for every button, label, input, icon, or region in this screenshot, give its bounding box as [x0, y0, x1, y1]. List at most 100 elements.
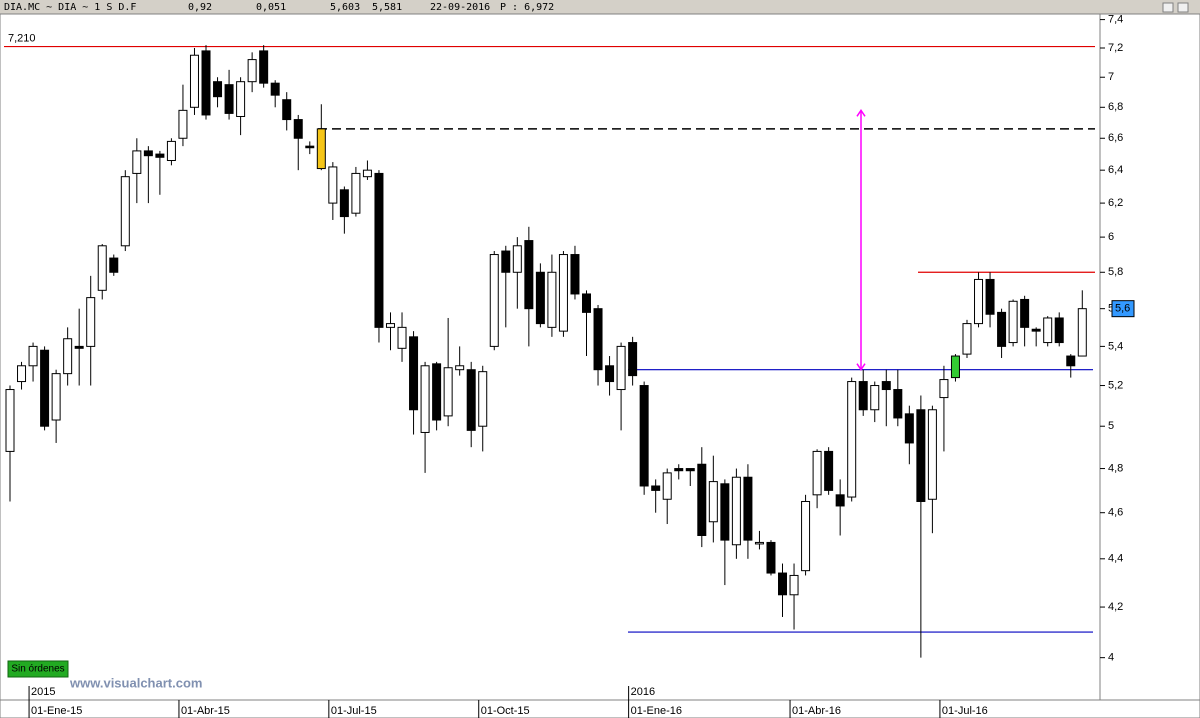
candle-body [109, 257, 119, 273]
y-tick-label: 6,8 [1108, 101, 1123, 113]
candle-body [259, 50, 269, 84]
candle-body [582, 293, 591, 313]
candle-body [178, 109, 188, 139]
y-tick-label: 4,8 [1108, 462, 1123, 474]
candle-body [916, 409, 926, 502]
candle-body [213, 81, 223, 98]
candle-body [835, 494, 845, 507]
candle-body [339, 189, 349, 218]
candle-body [939, 379, 949, 399]
y-tick-label: 4,2 [1108, 601, 1123, 613]
candle-body [466, 369, 476, 431]
header-field: 22-09-2016 [430, 2, 490, 13]
candle-body [535, 271, 545, 325]
candle-body [40, 349, 50, 427]
candle-body [1020, 298, 1030, 328]
last-price-label: 5,6 [1115, 303, 1130, 315]
candle-body [501, 250, 511, 273]
watermark: www.visualchart.com [69, 675, 202, 690]
header-field: 0,92 [188, 2, 212, 13]
candle-body [5, 389, 15, 452]
header-bar [0, 0, 1200, 14]
y-tick-label: 4,4 [1108, 553, 1123, 565]
y-tick-label: 5,2 [1108, 379, 1123, 391]
candle-body [766, 541, 776, 574]
candle-body [432, 363, 442, 421]
candle-body [547, 271, 557, 328]
candle-body [86, 297, 96, 347]
candle-body [870, 385, 880, 411]
candle-body [778, 572, 788, 596]
candle-body [524, 240, 534, 310]
candle-body [893, 389, 903, 419]
year-label: 2016 [631, 686, 655, 698]
candle-body [904, 413, 914, 444]
candle-body [651, 485, 661, 491]
y-tick-label: 6 [1108, 231, 1114, 243]
y-tick-label: 6,2 [1108, 197, 1123, 209]
candle-body [293, 119, 303, 139]
candle-body [201, 50, 211, 116]
candle-body [74, 345, 84, 349]
candle-body [1054, 317, 1064, 344]
candle-body [143, 150, 153, 157]
header-field: 5,581 [372, 2, 402, 13]
candle-body [51, 373, 61, 421]
candle-body [132, 150, 142, 174]
candle-body [455, 365, 465, 371]
y-tick-label: 7,4 [1108, 13, 1123, 25]
x-axis-panel [0, 699, 1200, 718]
candle-body [155, 153, 165, 158]
candle-body [558, 254, 568, 332]
candle-body [236, 81, 246, 117]
candle-body [316, 128, 326, 170]
level-label: 7,210 [8, 32, 36, 44]
candle-body [570, 254, 580, 295]
candle-body [28, 345, 38, 367]
y-tick-label: 5 [1108, 420, 1114, 432]
candle-body [950, 355, 960, 379]
y-tick-label: 7 [1108, 71, 1114, 83]
candle-body [374, 172, 384, 328]
candle-body [754, 541, 764, 545]
header-field: DIA.MC ~ DIA ~ 1 S D.F [4, 2, 136, 13]
candle-body [63, 338, 73, 375]
candle-body [801, 500, 811, 572]
y-tick-label: 7,2 [1108, 42, 1123, 54]
candle-body [1008, 300, 1018, 344]
candle-body [881, 381, 891, 391]
candle-body [824, 450, 834, 491]
candle-body [189, 54, 199, 108]
candle-body [731, 476, 741, 546]
candle-body [662, 472, 672, 500]
candle-body [593, 308, 603, 371]
candle-body [166, 140, 176, 161]
y-tick-label: 5,4 [1108, 340, 1123, 352]
candle-body [1031, 328, 1041, 332]
candle-body [328, 166, 338, 204]
candle-body [478, 371, 488, 427]
window-button[interactable] [1177, 2, 1189, 13]
status-box [7, 660, 69, 678]
y-tick-label: 6,4 [1108, 164, 1123, 176]
y-tick-label: 4,6 [1108, 507, 1123, 519]
candle-body [685, 468, 695, 472]
candle-body [97, 245, 107, 291]
candle-body [847, 381, 857, 498]
candle-body [720, 483, 730, 541]
candle-body [962, 323, 972, 355]
y-tick-label: 6,6 [1108, 132, 1123, 144]
candle-body [974, 278, 984, 325]
candle-body [120, 176, 130, 247]
candle-body [512, 245, 522, 273]
year-label: 2015 [31, 686, 55, 698]
window-button[interactable] [1162, 2, 1174, 13]
header-field: 0,051 [256, 2, 286, 13]
candle-body [409, 336, 419, 411]
candle-body [858, 381, 868, 411]
x-tick-label: 01-Ene-15 [31, 705, 82, 717]
candle-body [362, 169, 372, 178]
candle-body [247, 59, 257, 83]
candle-body [385, 323, 395, 328]
